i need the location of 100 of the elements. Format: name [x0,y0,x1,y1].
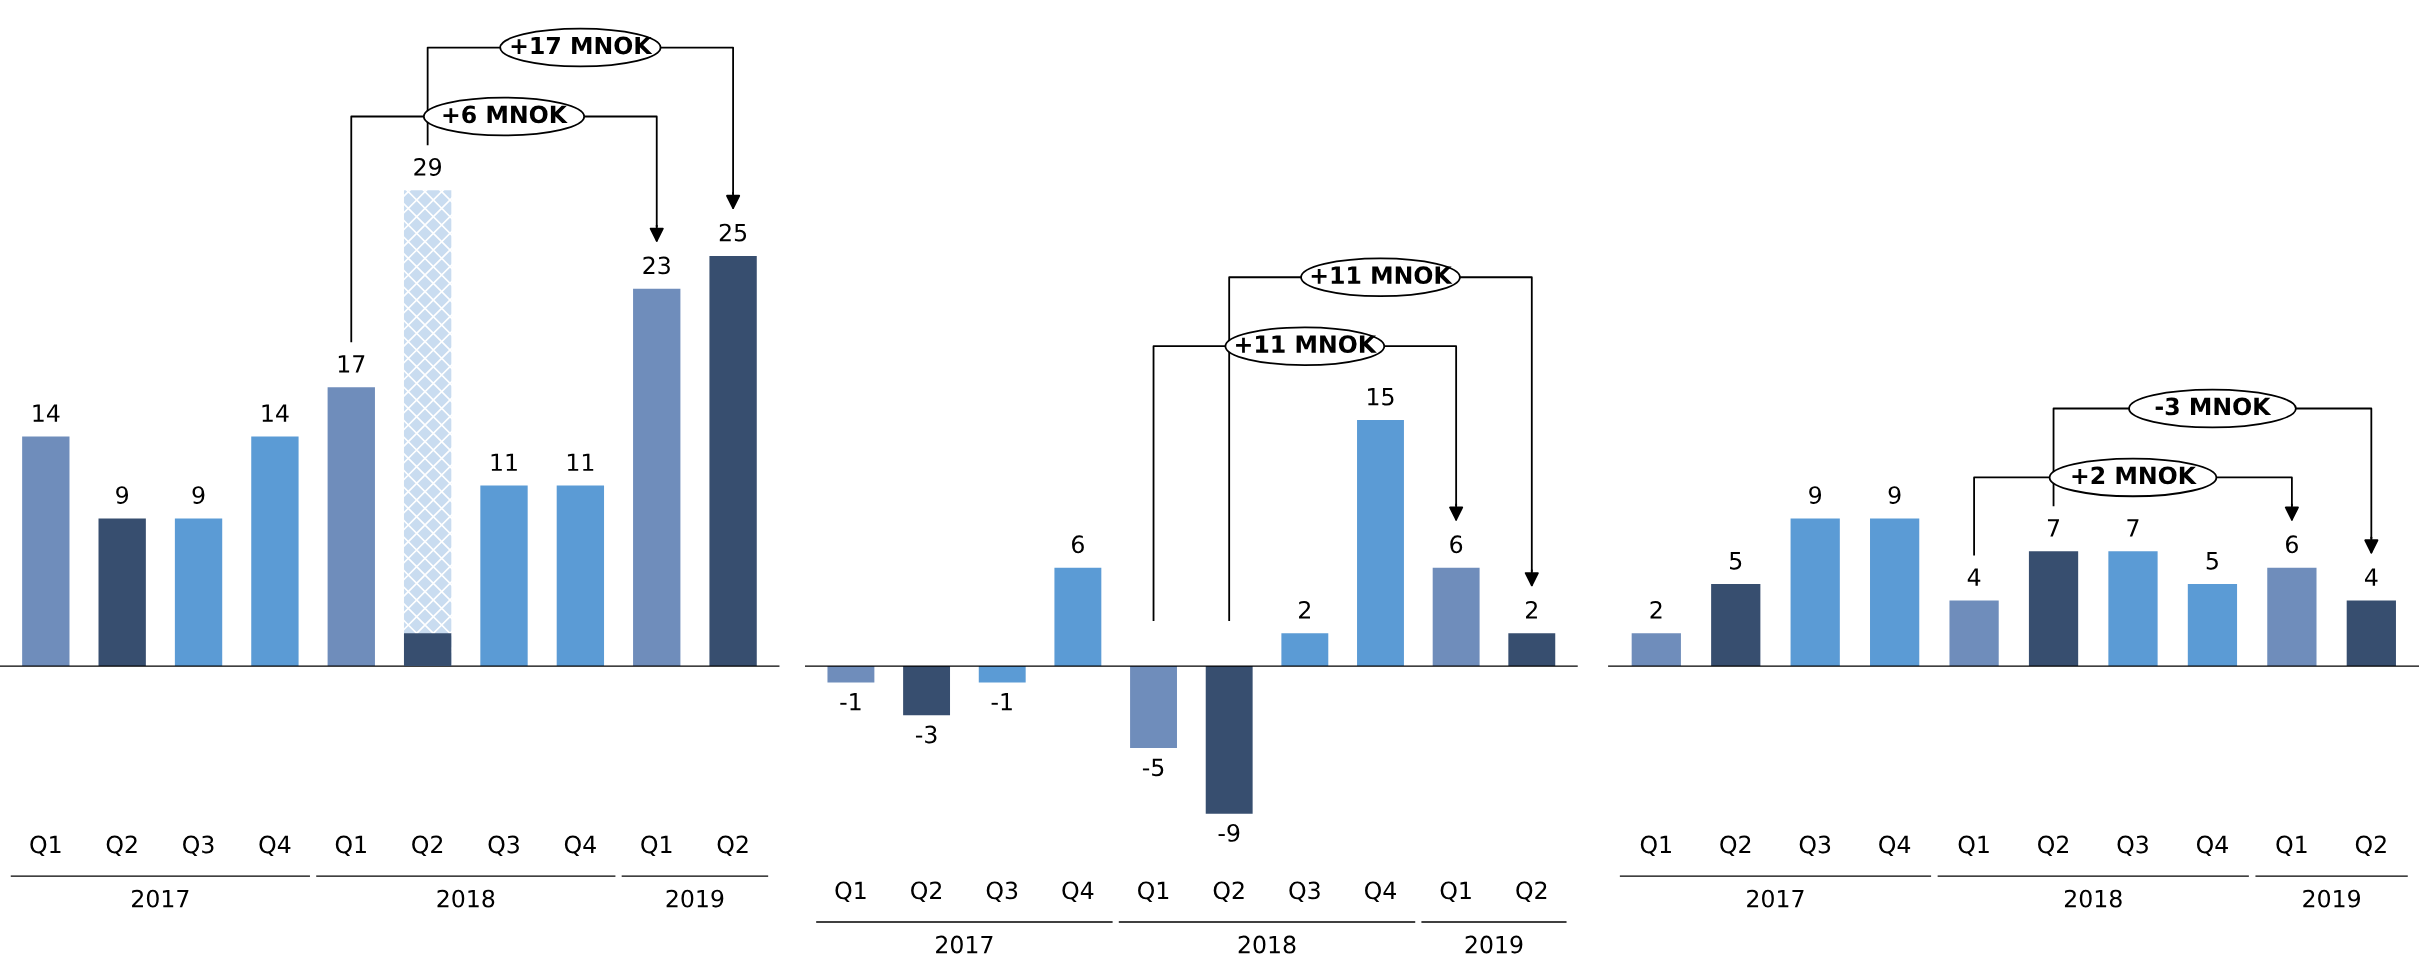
bar [1949,600,1999,667]
x-tick-label: Q3 [1799,835,1831,857]
x-tick-label: Q3 [2117,835,2148,857]
data-label: -5 [1142,758,1164,777]
data-label: 25 [719,223,747,242]
bar [1432,567,1480,667]
data-label: 9 [116,486,129,505]
text: 2018 [437,889,495,908]
x-tick-label: Q3 [986,881,1018,903]
bar [1870,518,1920,667]
bar [327,387,375,667]
bar [556,485,605,667]
bar [633,288,681,667]
x-tick-label: Q4 [259,835,291,857]
x-tick-label: Q1 [835,881,866,903]
x-tick-label: Q1 [1958,835,1989,857]
data-label: 14 [262,404,289,422]
data-label: 6 [2286,535,2298,554]
text: 2019 [666,889,724,908]
text: 2019 [1465,935,1523,954]
data-label: 29 [414,158,441,176]
x-tick-label: Q4 [1365,881,1396,903]
bar [2028,551,2079,667]
data-label: 4 [2364,568,2378,586]
x-tick-label: Q2 [2038,835,2068,857]
bar [1631,633,1681,667]
x-tick-label: Q2 [106,835,137,857]
x-tick-label: Q1 [641,835,672,857]
bar [2346,600,2396,667]
x-tick-label: Q1 [1640,835,1671,857]
data-label: 7 [2047,519,2060,537]
bar [1054,567,1102,667]
text: +2 MNOK [2072,466,2197,485]
data-label: 6 [1450,535,1463,554]
bar [978,666,1026,683]
data-label: 2 [1299,600,1310,619]
text: 2017 [936,935,993,954]
bar [1790,518,1840,667]
text: 2017 [132,889,189,908]
bar [1205,666,1253,814]
bar [1281,633,1329,667]
text: 2018 [2064,889,2122,908]
x-tick-label: Q2 [717,835,748,857]
bar [2267,567,2317,667]
data-label: 2 [1650,600,1662,619]
x-tick-label: Q3 [1289,881,1320,903]
text: 2017 [1747,889,1804,908]
x-tick-label: Q2 [412,835,443,857]
bar [903,666,951,716]
data-label: 7 [2127,519,2139,537]
x-tick-label: Q1 [335,835,366,857]
text: +11 MNOK [1236,335,1377,354]
x-tick-label: Q1 [1138,881,1169,903]
data-label: 9 [1809,486,1822,505]
data-label: 11 [567,453,594,471]
text: 2019 [2303,889,2360,908]
bar [403,633,452,667]
data-label: 9 [1888,486,1901,505]
x-tick-label: Q3 [488,835,519,857]
x-tick-label: Q4 [2196,835,2228,857]
text: +6 MNOK [443,105,568,124]
data-label: 5 [2206,552,2218,570]
data-label: 4 [1967,568,1981,586]
text: +11 MNOK [1311,266,1453,285]
x-tick-label: Q2 [1516,881,1547,903]
bar [1357,419,1404,667]
x-tick-label: Q2 [1213,881,1244,903]
x-tick-label: Q1 [30,835,61,857]
bar [174,518,223,667]
data-label: 9 [192,486,205,505]
bar [1711,584,1761,667]
data-label: -1 [991,693,1012,711]
x-tick-label: Q2 [1720,835,1751,857]
data-label: 11 [491,453,517,471]
x-tick-label: Q1 [1440,881,1471,903]
data-label: 14 [33,404,60,422]
text: -3 MNOK [2155,397,2272,416]
x-tick-label: Q4 [1062,881,1094,903]
bar [22,436,70,667]
bar [827,666,875,683]
data-label: 6 [1072,535,1084,554]
bar [2108,551,2158,667]
x-tick-label: Q3 [183,835,214,857]
bar [1508,633,1556,667]
bar [1130,666,1177,749]
data-label: 5 [1730,552,1742,570]
data-label: -1 [840,693,861,711]
data-label: 23 [643,256,670,275]
data-label: -9 [1218,823,1240,842]
text: +17 MNOK [511,36,653,55]
x-tick-label: Q2 [911,881,942,903]
data-label: 15 [1368,388,1394,406]
text: 2018 [1238,935,1296,954]
data-label: 17 [338,355,365,373]
bar [251,436,299,667]
data-label: -3 [915,725,937,744]
x-tick-label: Q4 [564,835,596,857]
bar [480,485,528,667]
data-label: 2 [1526,600,1537,619]
bar [2187,584,2238,667]
